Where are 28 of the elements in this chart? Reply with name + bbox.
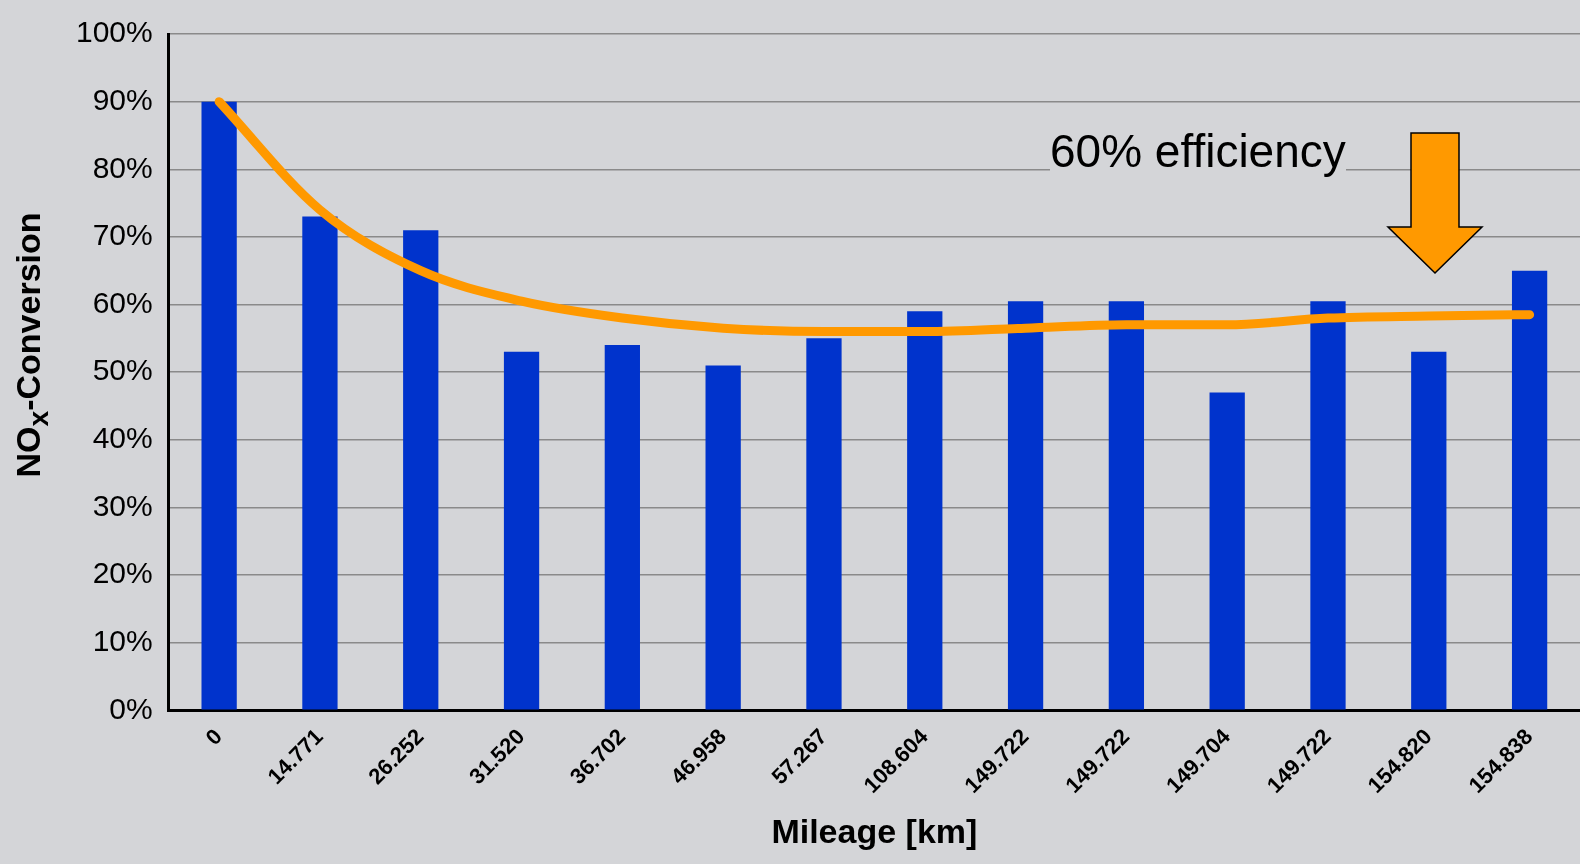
bar xyxy=(302,216,338,710)
y-tick-label: 30% xyxy=(92,488,153,522)
bar xyxy=(1007,301,1044,710)
y-tick-label: 70% xyxy=(92,218,153,252)
x-tick-label: 0 xyxy=(200,723,227,751)
y-tick-label: 0% xyxy=(109,691,153,725)
bar xyxy=(1511,270,1548,710)
bar xyxy=(403,230,439,710)
y-tick-label: 100% xyxy=(75,15,153,49)
y-tick-label: 40% xyxy=(92,421,153,455)
y-tick-label: 10% xyxy=(92,623,153,657)
bar xyxy=(1310,301,1346,710)
x-axis-title: Mileage [km] xyxy=(771,811,978,850)
bar xyxy=(201,101,237,710)
bar xyxy=(907,311,943,710)
annotation: 60% efficiency xyxy=(1050,124,1346,178)
bar xyxy=(1108,301,1145,710)
bar xyxy=(1209,392,1245,710)
bar xyxy=(604,345,640,710)
y-tick-label: 80% xyxy=(92,150,153,184)
bar xyxy=(503,351,540,710)
y-tick-label: 20% xyxy=(92,556,153,590)
bar xyxy=(1411,351,1447,710)
bar xyxy=(705,365,741,710)
y-tick-label: 50% xyxy=(92,353,153,387)
y-tick-label: 60% xyxy=(92,285,153,319)
y-tick-label: 90% xyxy=(92,82,153,116)
bar xyxy=(806,338,842,710)
